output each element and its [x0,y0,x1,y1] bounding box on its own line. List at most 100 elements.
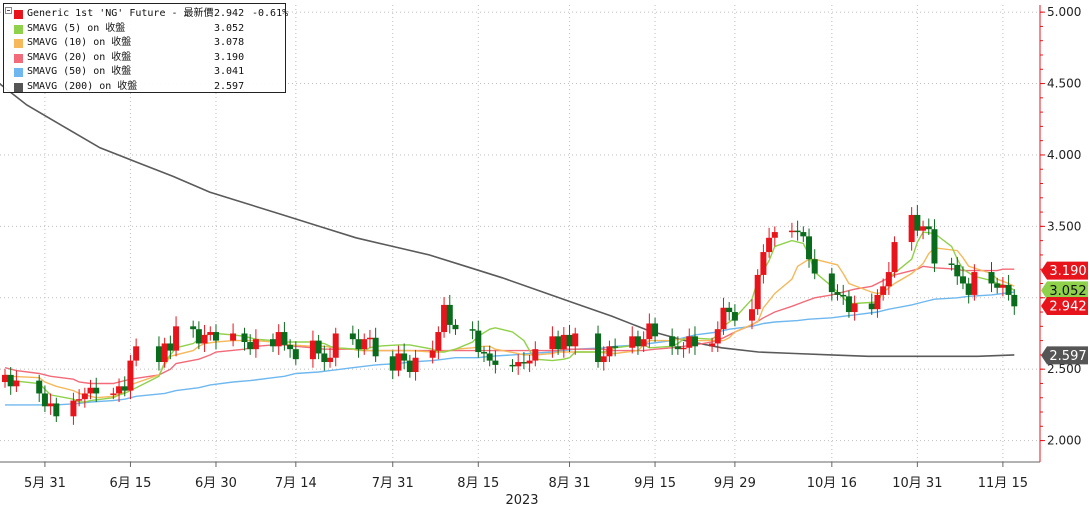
x-tick-label: 8月 31 [549,476,591,491]
candle-body [230,333,237,341]
y-tick-label: 3.500 [1047,219,1081,233]
legend-item-value: 3.041 [214,66,245,77]
candle-body [2,374,8,383]
candle-body [726,307,733,313]
candle-body [691,336,698,347]
price-tag: 2.597 [1041,346,1088,365]
candle-body [874,294,881,310]
candle-body [321,353,328,363]
candle-body [1011,294,1018,307]
x-tick-label: 9月 29 [714,476,756,491]
candle-body [646,323,653,340]
candle-body [965,283,972,295]
candle-body [840,294,847,297]
candle-body [93,387,100,394]
x-tick-label: 6月 30 [195,476,237,491]
legend-item-value: 2.942 [214,8,245,19]
legend-swatch [14,82,23,92]
x-tick-label: 9月 15 [634,476,676,491]
candle-body [754,274,761,310]
candle-body [475,330,482,353]
candle-body [914,214,921,231]
legend: Generic 1st 'NG' Future - 最新價 2.942 -0.6… [3,3,288,95]
legend-item-label: Generic 1st 'NG' Future - 最新價 [27,8,214,19]
candle-body [851,303,858,313]
sma-10-line [4,247,1015,399]
candle-body [1005,284,1012,295]
candle-body [674,346,681,350]
legend-item-label: SMAVG (50) on 收盤 [27,66,132,77]
candle-body [281,332,288,345]
candle-body [412,357,419,373]
candle-body [994,283,1001,288]
legend-item-sma20: SMAVG (20) on 收盤 3.190 [4,51,285,66]
candle-body [36,380,43,394]
legend-item-label: SMAVG (10) on 收盤 [27,37,132,48]
legend-swatch [14,24,23,34]
x-tick-label: 7月 31 [372,476,414,491]
candle-body [161,343,168,363]
candle-body [13,380,20,387]
candle-body [195,329,202,344]
candle-body [868,303,875,310]
candle-body [292,349,299,360]
grid [0,5,1040,462]
candle-body [931,229,938,264]
price-tag-label: 3.190 [1049,264,1086,279]
candle-body [720,307,727,330]
candle-body [771,232,778,238]
y-tick-label: 2.000 [1047,434,1081,448]
candle-body [53,403,60,417]
candle-body [526,360,533,364]
candle-body [845,296,852,313]
candle-body [566,334,573,347]
candle-body [47,403,54,407]
candle-body [469,329,476,331]
candle-body [714,329,721,344]
price-tag-label: 2.597 [1049,349,1086,364]
candle-body [155,346,162,363]
candle-body [709,343,716,347]
candle-body [275,332,282,347]
candle-body [908,214,915,243]
candle-body [800,232,807,237]
candle-body [332,333,339,358]
candle-body [207,332,214,335]
candle-body [532,349,539,361]
legend-item-label: SMAVG (20) on 收盤 [27,51,132,63]
candle-body [270,339,277,347]
candle-body [435,332,442,351]
candle-body [885,272,892,287]
legend-item-sma200: SMAVG (200) on 收盤 2.597 [4,80,285,95]
candle-body [486,353,493,361]
candle-body [988,272,995,284]
candle-body [600,356,607,363]
candle-body [971,272,978,295]
candle-body [327,357,334,363]
candle-body [247,342,254,350]
candle-body [920,226,927,231]
collapse-icon[interactable] [5,7,12,14]
candle-body [880,286,887,295]
candle-body [634,336,641,347]
y-tick-label: 4.000 [1047,148,1081,162]
candle-body [686,336,693,348]
x-tick-label: 5月 31 [24,476,66,491]
candle-body [954,264,961,277]
legend-swatch [14,68,23,77]
candle-body [201,334,208,344]
candle-body [811,259,818,274]
candle-body [372,337,379,357]
candlesticks [2,204,1018,425]
candle-body [766,237,773,253]
candle-body [606,346,613,357]
y-tick-label: 2.500 [1047,362,1081,376]
candle-body [515,362,522,367]
candle-body [252,339,259,350]
candle-body [520,362,527,364]
candle-body [429,350,436,358]
price-tag-box [1041,346,1088,365]
candle-body [361,339,368,350]
